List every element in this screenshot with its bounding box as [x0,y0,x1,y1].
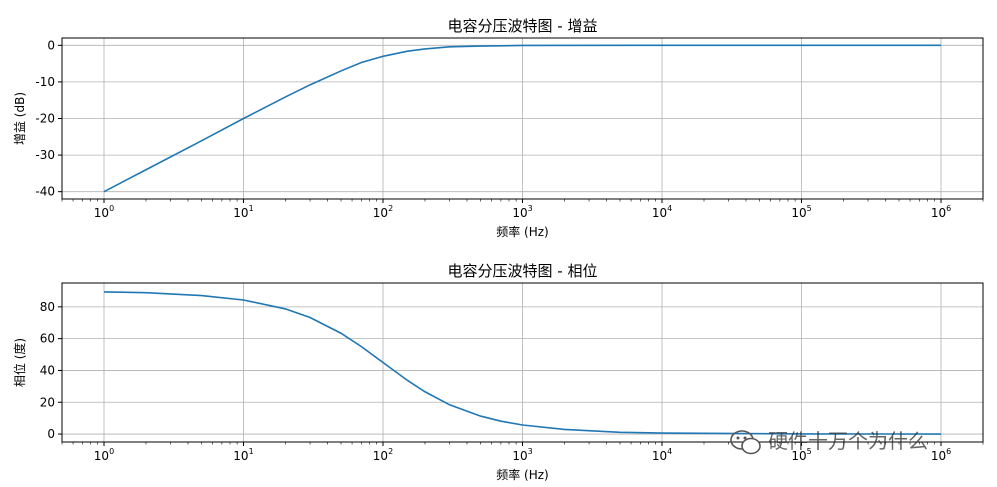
y-tick-label: 0 [47,38,55,52]
axes-frame [61,37,984,200]
axes-frame [61,282,984,443]
chart-title: 电容分压波特图 - 增益 [448,17,598,35]
wechat-icon [730,430,761,455]
x-tick-label: 102 [373,447,393,463]
series-line [103,291,942,435]
x-tick-label: 103 [512,447,532,463]
x-tick-label: 102 [373,204,393,220]
x-axis-label: 频率 (Hz) [496,467,549,482]
y-tick-label: -10 [35,75,55,89]
x-tick-label: 105 [791,204,811,220]
x-tick-label: 104 [652,204,672,220]
y-tick-label: 0 [47,427,55,441]
x-tick-label: 100 [94,447,114,463]
y-axis-label: 相位 (度) [12,338,27,387]
phase-subplot: 100 101 102 103 104 105 106 80 60 40 20 0 电容分压波特图 - … [12,262,984,482]
y-tick-label: -30 [35,148,55,162]
x-tick-label: 101 [233,447,253,463]
y-tick-label: 40 [40,363,55,377]
x-tick-label: 100 [94,204,114,220]
y-axis-label: 增益 (dB) [13,92,27,145]
y-tick-label: -20 [35,112,55,126]
y-tick-label: -40 [35,185,55,199]
x-tick-label: 106 [931,447,951,463]
x-tick-label: 104 [652,447,672,463]
x-tick-label: 106 [931,204,951,220]
x-tick-label: 105 [791,447,811,463]
watermark: 硬件十万个为什么 [730,429,928,455]
series-line [103,44,942,193]
chart-title: 电容分压波特图 - 相位 [448,262,598,280]
gain-subplot: 100 101 102 103 104 105 106 0 -10 -20 -30 -40 电容分压波特… [13,17,984,239]
y-tick-label: 20 [40,395,55,409]
y-tick-label: 80 [40,300,55,314]
x-tick-label: 101 [233,204,253,220]
x-axis-label: 频率 (Hz) [496,224,549,239]
y-tick-label: 60 [40,332,55,346]
x-tick-label: 103 [512,204,532,220]
watermark-text: 硬件十万个为什么 [768,429,928,453]
